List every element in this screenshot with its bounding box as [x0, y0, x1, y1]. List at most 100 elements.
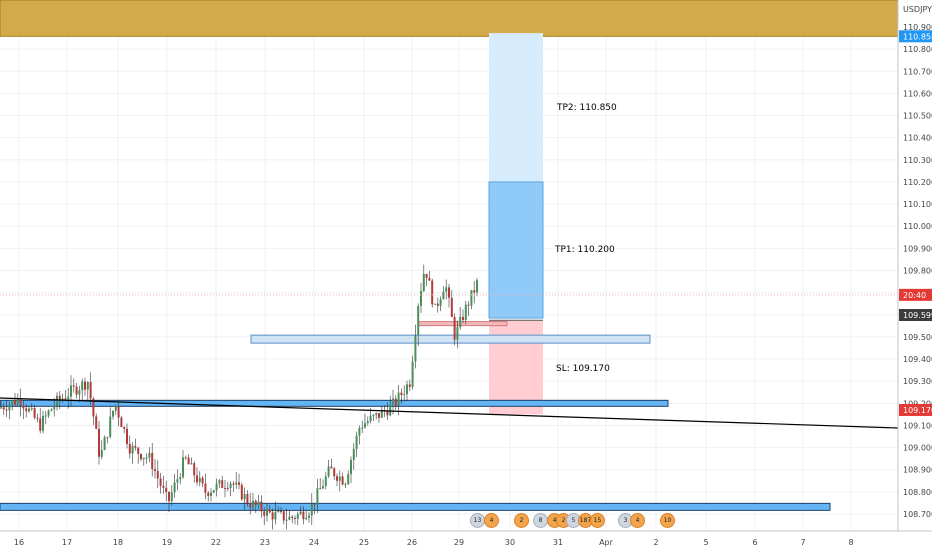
candle-body — [30, 408, 33, 410]
candle-body — [42, 415, 44, 431]
candle-body — [8, 404, 11, 411]
event-bubble[interactable]: 4 — [630, 513, 645, 528]
candle-body — [78, 390, 81, 395]
candle-body — [5, 409, 8, 411]
candle-body — [131, 445, 134, 454]
candle-body — [36, 417, 39, 419]
candle-body — [243, 493, 246, 500]
x-tick-label: 5 — [703, 538, 708, 547]
candle-body — [112, 410, 114, 417]
x-tick-label: 31 — [553, 538, 563, 547]
candle-body — [145, 457, 148, 459]
candle-body — [428, 278, 431, 281]
candle-body — [333, 468, 336, 477]
candle-body — [316, 488, 319, 505]
event-bubble[interactable]: 8 — [533, 513, 548, 528]
candle-body — [294, 517, 296, 519]
candle-body — [448, 287, 450, 298]
candle-body — [187, 457, 190, 465]
event-bubble[interactable]: 10 — [660, 513, 675, 528]
candle-body — [39, 418, 42, 431]
candle-body — [366, 421, 369, 424]
candle-body — [109, 416, 112, 437]
candle-body — [257, 501, 260, 506]
x-tick-label: 6 — [752, 538, 757, 547]
y-tick-label: 110.400 — [903, 134, 932, 143]
candle-body — [364, 423, 366, 428]
candle-body — [28, 408, 30, 412]
candle-body — [459, 316, 462, 328]
candle-body — [355, 435, 358, 449]
x-tick-label: 7 — [800, 538, 805, 547]
candle-body — [417, 305, 420, 336]
candle-body — [420, 291, 422, 306]
candle-body — [218, 480, 221, 484]
candle-body — [201, 477, 204, 484]
candle-body — [394, 398, 397, 406]
candle-body — [254, 500, 257, 506]
candle-body — [473, 290, 476, 293]
candle-body — [456, 327, 459, 340]
candle-body — [148, 452, 151, 458]
trendline — [0, 397, 899, 429]
candle-body — [33, 408, 36, 418]
candle-body — [358, 428, 361, 436]
time-axis[interactable]: 16 17 18 19 22 23 24 25 26 29 30 31 Apr 2 5 6 7 8 — [0, 530, 932, 550]
candle-body — [86, 382, 89, 390]
candle-body — [2, 407, 5, 410]
chart-grid — [0, 0, 898, 531]
candle-body — [126, 428, 128, 444]
candle-body — [408, 384, 411, 387]
price-label: 20:40 — [903, 291, 926, 300]
candle-body — [380, 410, 383, 418]
candle-body — [352, 448, 355, 460]
candle-body — [168, 491, 170, 502]
candle-body — [302, 511, 305, 520]
candle-body — [470, 290, 473, 306]
event-bubble[interactable]: 4 — [484, 513, 499, 528]
candle-body — [442, 291, 445, 300]
candle-body — [193, 463, 196, 476]
chart-overlays — [0, 294, 899, 429]
candle-body — [392, 398, 394, 405]
candle-body — [176, 479, 179, 483]
candle-body — [22, 405, 25, 409]
candle-body — [170, 492, 173, 502]
price-label: 109.599 — [903, 311, 932, 320]
y-tick-label: 109.400 — [903, 355, 932, 364]
candle-body — [246, 493, 249, 504]
candle-body — [70, 385, 72, 397]
y-tick-label: 109.100 — [903, 421, 932, 430]
candle-body — [56, 395, 58, 406]
y-tick-label: 109.000 — [903, 444, 932, 453]
trade-annotations: TP2: 110.850 TP1: 110.200 SL: 109.170 — [554, 103, 617, 374]
candle-body — [378, 413, 380, 418]
x-tick-label: 23 — [260, 538, 270, 547]
event-bubble[interactable]: 15 — [590, 513, 605, 528]
price-label: 110.858 — [903, 32, 932, 41]
candle-body — [103, 437, 106, 450]
candle-body — [434, 303, 436, 305]
event-bubble[interactable]: 2 — [514, 513, 529, 528]
candle-body — [196, 475, 198, 483]
candle-body — [305, 517, 308, 520]
candle-body — [100, 449, 103, 457]
resistance-zone — [0, 0, 899, 37]
price-label-bg — [899, 30, 932, 43]
price-axis[interactable]: 108.700 108.800 108.900 109.000 109.100 109.2… — [897, 0, 932, 550]
y-tick-label: 110.200 — [903, 178, 932, 187]
candle-body — [324, 476, 327, 487]
candle-body — [282, 511, 285, 521]
candle-body — [375, 413, 378, 416]
candle-body — [120, 417, 123, 428]
candle-body — [215, 483, 218, 491]
candle-body — [190, 463, 193, 465]
y-tick-label: 110.800 — [903, 45, 932, 54]
candle-body — [330, 466, 333, 469]
event-bubble[interactable]: 13 — [470, 513, 485, 528]
candle-body — [114, 405, 117, 411]
x-tick-label: 22 — [211, 538, 221, 547]
y-tick-label: 109.800 — [903, 267, 932, 276]
y-tick-label: 109.200 — [903, 399, 932, 408]
